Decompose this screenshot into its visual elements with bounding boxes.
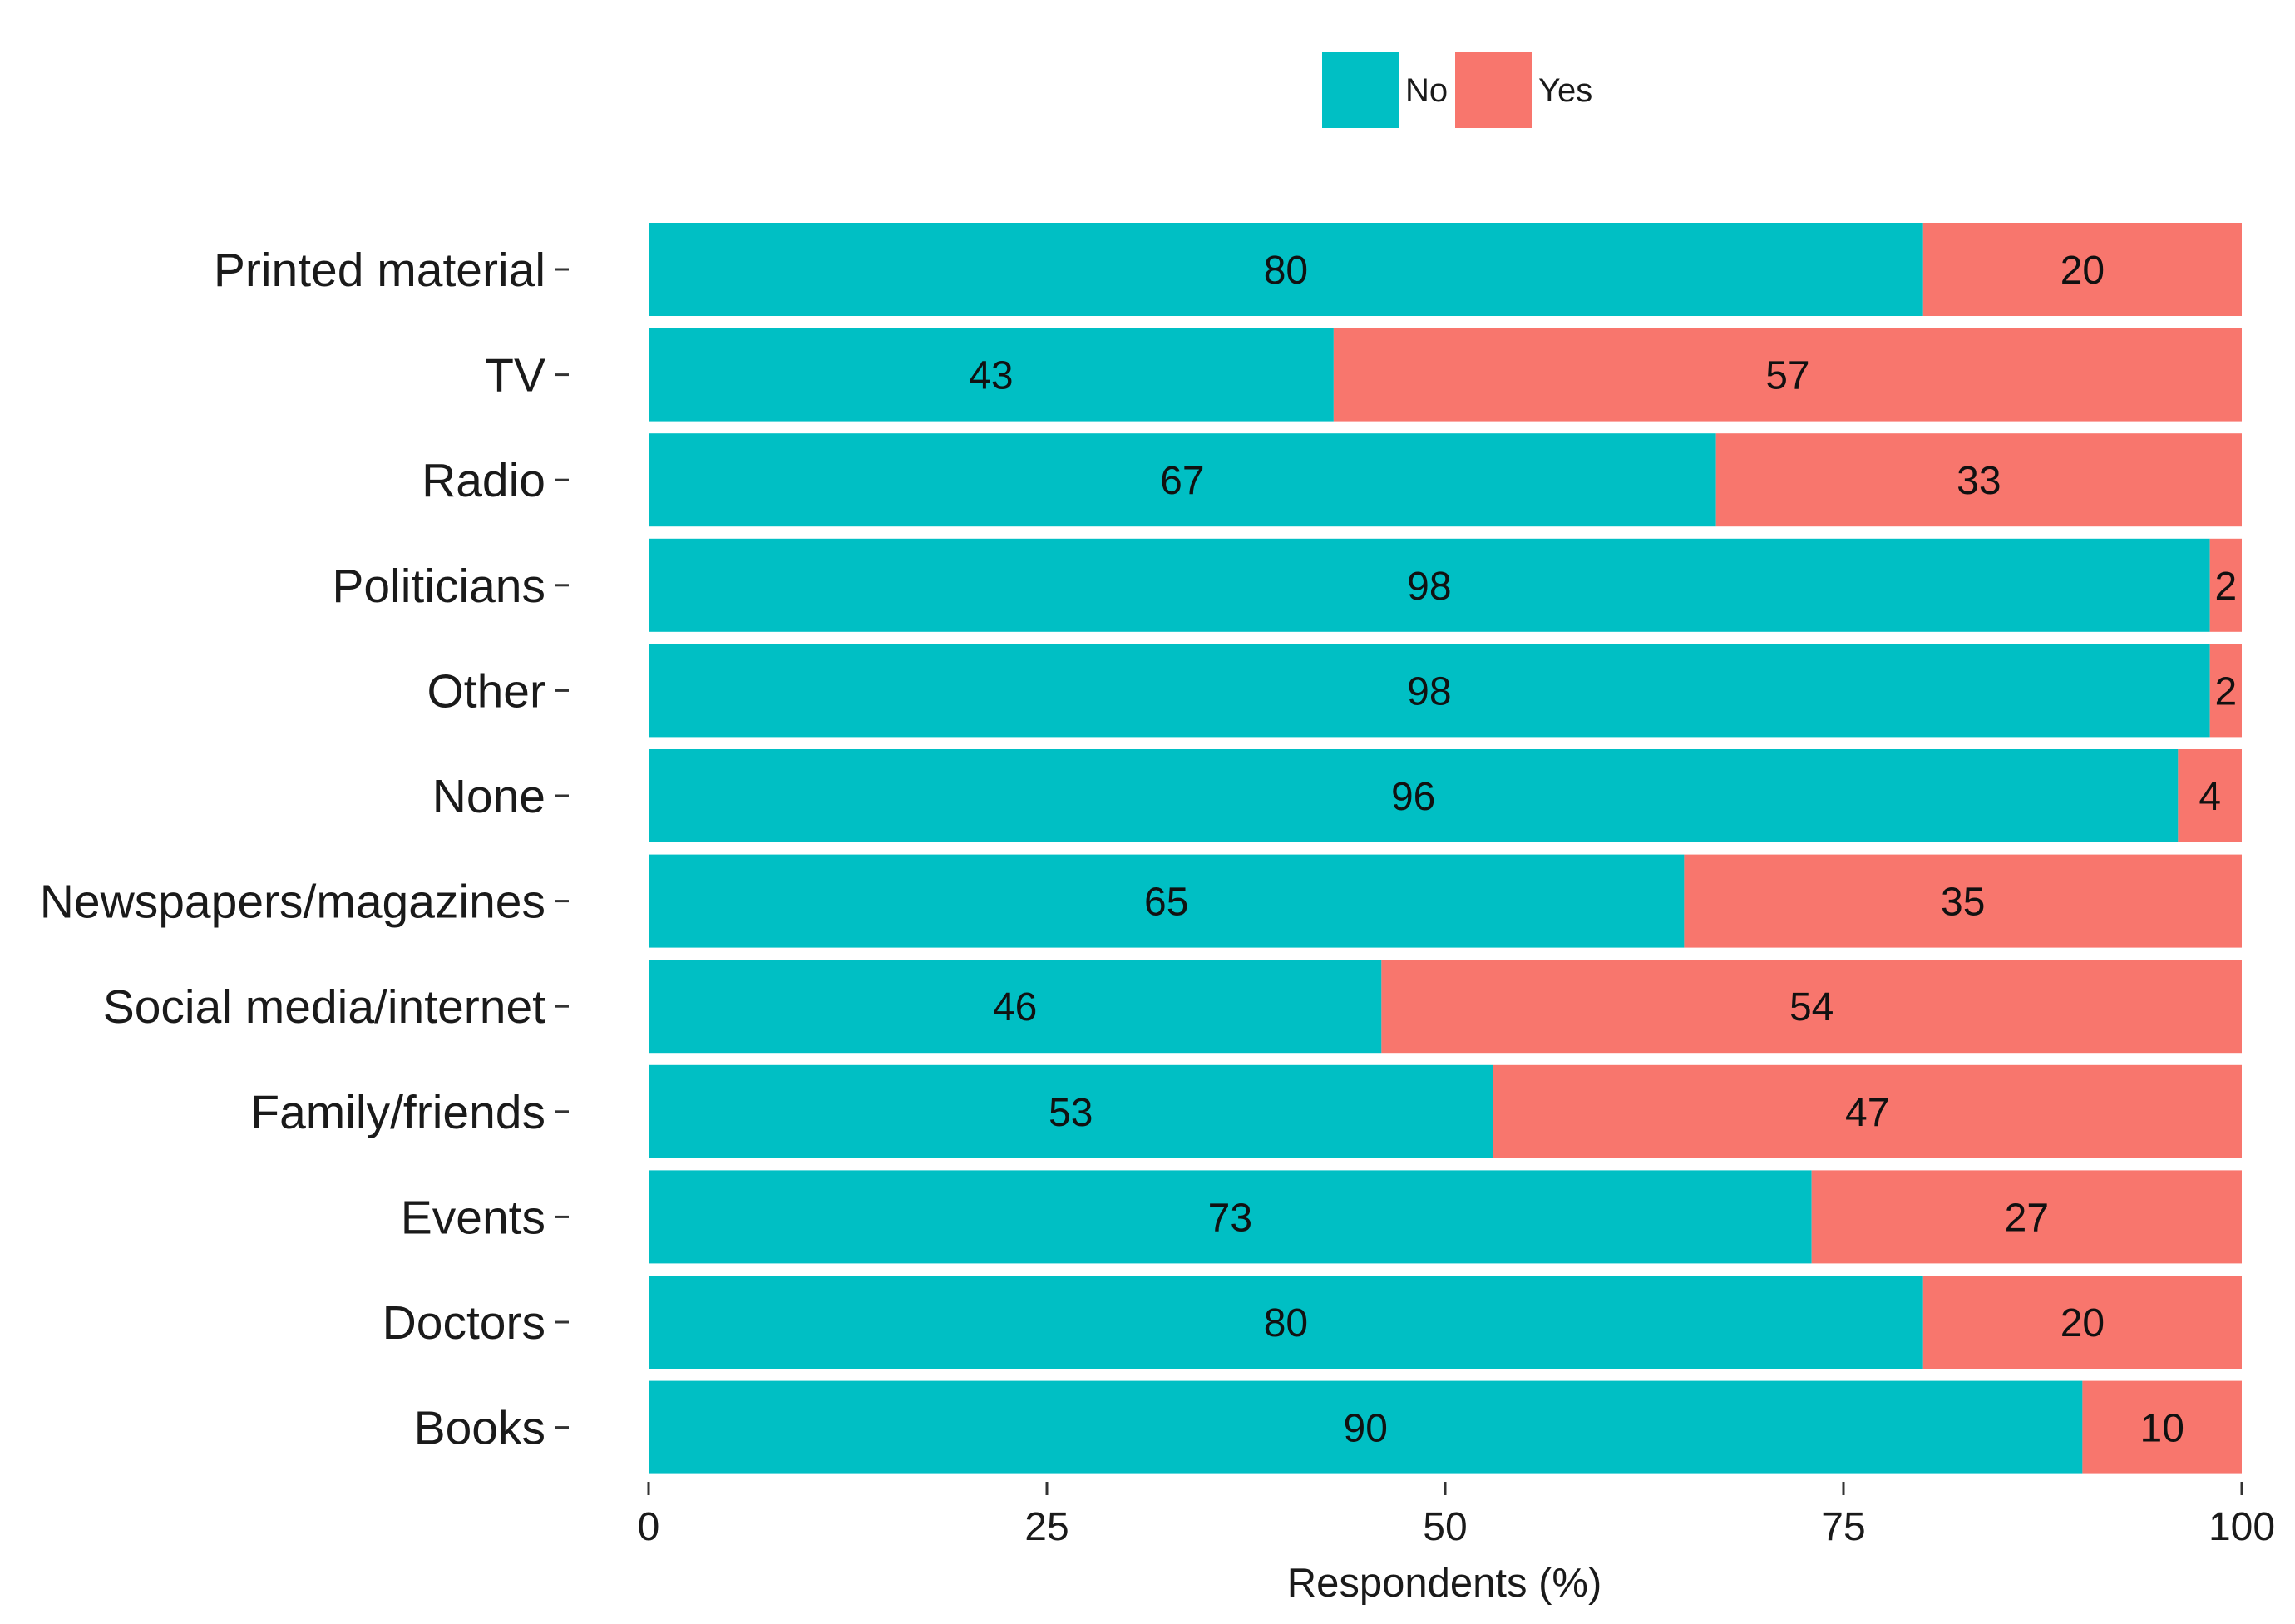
- bar-no-doctors: [649, 1276, 1923, 1369]
- x-tick-label-100: 100: [2209, 1505, 2275, 1549]
- bar-yes-books: [2082, 1380, 2242, 1474]
- data-label-no-events: 73: [1208, 1196, 1252, 1240]
- bar-yes-doctors: [1922, 1276, 2242, 1369]
- category-label-tv: TV: [485, 349, 545, 402]
- data-label-no-newspapers-magazines: 65: [1144, 881, 1188, 925]
- category-label-social-media-internet: Social media/internet: [103, 980, 545, 1034]
- legend: No Yes: [1322, 52, 1592, 128]
- category-label-none: None: [432, 770, 545, 823]
- bars: 80 20 43 57 67 33 98 2 98 2 96 4 65 35 46 54 53 47 73 27 80 2…: [649, 223, 2242, 1474]
- data-label-yes-events: 27: [2005, 1196, 2049, 1240]
- bar-no-family-friends: [649, 1064, 1493, 1158]
- category-label-printed-material: Printed material: [214, 244, 545, 297]
- x-tick-label-25: 25: [1024, 1505, 1069, 1549]
- data-label-yes-politicians: 2: [2214, 565, 2237, 609]
- data-label-yes-tv: 57: [1765, 354, 1809, 398]
- bar-yes-other: [2209, 644, 2242, 738]
- data-label-no-politicians: 98: [1407, 565, 1451, 609]
- bar-yes-social-media-internet: [1381, 960, 2242, 1054]
- category-label-newspapers-magazines: Newspapers/magazines: [40, 876, 545, 929]
- bar-yes-events: [1811, 1170, 2242, 1264]
- legend-swatch-yes: [1455, 52, 1532, 128]
- category-label-events: Events: [401, 1191, 545, 1244]
- bar-no-radio: [649, 433, 1716, 527]
- bar-no-printed-material: [649, 223, 1923, 316]
- data-label-no-social-media-internet: 46: [993, 985, 1037, 1029]
- bar-no-books: [649, 1380, 2083, 1474]
- data-label-no-family-friends: 53: [1049, 1091, 1093, 1135]
- data-label-yes-family-friends: 47: [1845, 1091, 1889, 1135]
- data-label-yes-radio: 33: [1957, 459, 2001, 503]
- bar-no-other: [649, 644, 2210, 738]
- data-label-yes-doctors: 20: [2061, 1301, 2105, 1345]
- category-label-doctors: Doctors: [382, 1296, 545, 1350]
- x-axis-title: Respondents (%): [1287, 1561, 1602, 1606]
- data-label-yes-books: 10: [2140, 1407, 2184, 1451]
- bar-yes-printed-material: [1922, 223, 2242, 316]
- category-label-family-friends: Family/friends: [250, 1086, 545, 1139]
- data-label-no-radio: 67: [1160, 459, 1204, 503]
- data-label-yes-other: 2: [2214, 669, 2237, 713]
- legend-label-no: No: [1405, 72, 1448, 109]
- x-tick-label-0: 0: [638, 1505, 660, 1549]
- data-label-no-other: 98: [1407, 669, 1451, 713]
- data-label-yes-newspapers-magazines: 35: [1941, 881, 1985, 925]
- bar-yes-tv: [1333, 328, 2242, 422]
- bar-no-tv: [649, 328, 1334, 422]
- legend-label-yes: Yes: [1538, 72, 1592, 109]
- bar-no-politicians: [649, 538, 2210, 632]
- x-tick-label-75: 75: [1821, 1505, 1865, 1549]
- data-label-no-books: 90: [1344, 1407, 1388, 1451]
- category-label-other: Other: [427, 664, 545, 718]
- data-label-yes-none: 4: [2199, 775, 2221, 819]
- bar-yes-none: [2178, 749, 2242, 842]
- bar-no-events: [649, 1170, 1812, 1264]
- x-tick-label-50: 50: [1423, 1505, 1467, 1549]
- bar-yes-newspapers-magazines: [1684, 854, 2242, 948]
- data-label-no-none: 96: [1391, 775, 1435, 819]
- data-label-no-printed-material: 80: [1264, 249, 1308, 293]
- x-axis: 0 25 50 75 100: [638, 1482, 2275, 1549]
- category-label-politicians: Politicians: [332, 560, 545, 613]
- category-label-radio: Radio: [422, 454, 545, 507]
- bar-yes-family-friends: [1493, 1064, 2242, 1158]
- bar-yes-radio: [1715, 433, 2242, 527]
- bar-no-none: [649, 749, 2179, 842]
- bar-no-social-media-internet: [649, 960, 1382, 1054]
- bar-no-newspapers-magazines: [649, 854, 1685, 948]
- data-label-no-doctors: 80: [1264, 1301, 1308, 1345]
- data-label-yes-social-media-internet: 54: [1789, 985, 1834, 1029]
- data-label-yes-printed-material: 20: [2061, 249, 2105, 293]
- data-label-no-tv: 43: [969, 354, 1013, 398]
- category-axis: Printed material TV Radio Politicians Other N…: [40, 244, 569, 1455]
- category-label-books: Books: [414, 1402, 545, 1455]
- bar-yes-politicians: [2209, 538, 2242, 632]
- legend-swatch-no: [1322, 52, 1399, 128]
